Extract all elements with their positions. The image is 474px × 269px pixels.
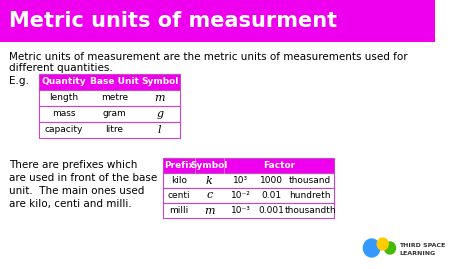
FancyBboxPatch shape [38, 122, 180, 138]
FancyBboxPatch shape [164, 203, 334, 218]
Text: Symbol: Symbol [141, 77, 178, 87]
FancyBboxPatch shape [164, 173, 334, 188]
Text: kilo: kilo [171, 176, 187, 185]
Text: c: c [206, 190, 212, 200]
Text: milli: milli [169, 206, 189, 215]
Text: centi: centi [168, 191, 190, 200]
Text: k: k [206, 175, 213, 186]
Text: Symbol: Symbol [191, 161, 228, 170]
Text: are used in front of the base: are used in front of the base [9, 173, 157, 183]
Text: 10³: 10³ [233, 176, 248, 185]
Text: litre: litre [105, 126, 123, 134]
Text: Metric units of measurment: Metric units of measurment [9, 11, 337, 31]
Text: metre: metre [100, 94, 128, 102]
FancyBboxPatch shape [38, 106, 180, 122]
Text: Factor: Factor [263, 161, 295, 170]
Text: m: m [204, 206, 214, 215]
Text: Metric units of measurement are the metric units of measurements used for: Metric units of measurement are the metr… [9, 52, 408, 62]
Text: unit.  The main ones used: unit. The main ones used [9, 186, 145, 196]
Text: Quantity: Quantity [41, 77, 86, 87]
Text: 10⁻²: 10⁻² [230, 191, 250, 200]
Text: There are prefixes which: There are prefixes which [9, 160, 137, 170]
Text: m: m [155, 93, 165, 103]
Text: thousand: thousand [289, 176, 331, 185]
Text: 0.01: 0.01 [262, 191, 282, 200]
Text: capacity: capacity [45, 126, 83, 134]
Text: 0.001: 0.001 [259, 206, 284, 215]
Circle shape [384, 242, 395, 254]
Text: are kilo, centi and milli.: are kilo, centi and milli. [9, 199, 132, 209]
Text: length: length [49, 94, 78, 102]
FancyBboxPatch shape [0, 0, 435, 42]
Text: gram: gram [102, 109, 126, 119]
FancyBboxPatch shape [164, 188, 334, 203]
Text: LEARNING: LEARNING [399, 251, 436, 256]
Text: E.g.: E.g. [9, 76, 29, 86]
Text: l: l [158, 125, 162, 135]
Text: Prefix: Prefix [164, 161, 194, 170]
Text: 1000: 1000 [260, 176, 283, 185]
FancyBboxPatch shape [38, 74, 180, 90]
Text: mass: mass [52, 109, 75, 119]
Text: Base Unit: Base Unit [90, 77, 139, 87]
Text: thousandth: thousandth [284, 206, 336, 215]
FancyBboxPatch shape [164, 158, 334, 173]
Text: g: g [156, 109, 163, 119]
Text: hundreth: hundreth [290, 191, 331, 200]
Circle shape [377, 238, 388, 250]
Text: 10⁻³: 10⁻³ [230, 206, 250, 215]
FancyBboxPatch shape [38, 90, 180, 106]
Text: THIRD SPACE: THIRD SPACE [399, 243, 446, 248]
Text: different quantities.: different quantities. [9, 63, 113, 73]
Circle shape [364, 239, 380, 257]
